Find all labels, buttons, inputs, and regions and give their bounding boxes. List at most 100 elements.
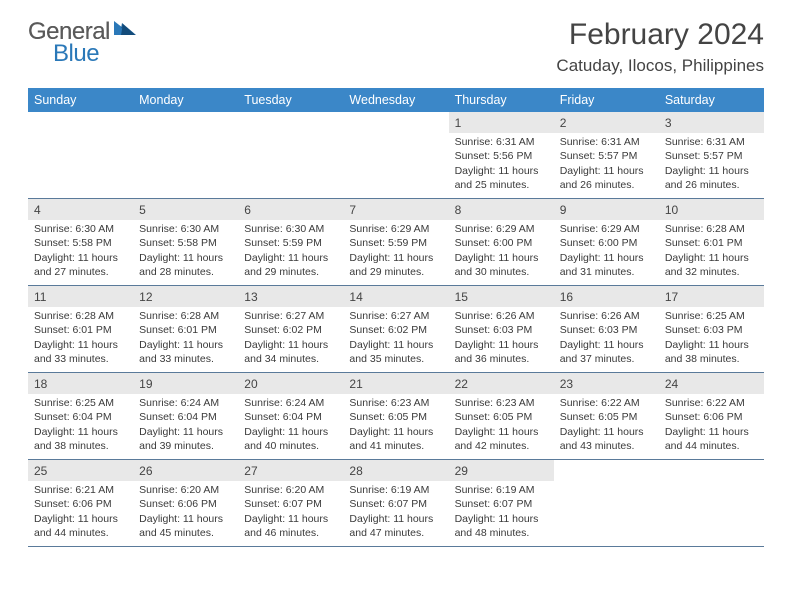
day-header-friday: Friday [554, 88, 659, 112]
sunrise-text: Sunrise: 6:28 AM [139, 309, 232, 323]
cell-body: Sunrise: 6:22 AMSunset: 6:06 PMDaylight:… [659, 394, 764, 459]
sunset-text: Sunset: 6:01 PM [34, 323, 127, 337]
cell-body: Sunrise: 6:20 AMSunset: 6:06 PMDaylight:… [133, 481, 238, 546]
calendar-cell: 26Sunrise: 6:20 AMSunset: 6:06 PMDayligh… [133, 460, 238, 546]
calendar-cell: 16Sunrise: 6:26 AMSunset: 6:03 PMDayligh… [554, 286, 659, 372]
calendar-cell: 20Sunrise: 6:24 AMSunset: 6:04 PMDayligh… [238, 373, 343, 459]
cell-daynum-row: 27 [238, 460, 343, 481]
sunrise-text: Sunrise: 6:19 AM [455, 483, 548, 497]
cell-daynum: 9 [560, 203, 567, 217]
cell-daynum: 5 [139, 203, 146, 217]
week-row: 25Sunrise: 6:21 AMSunset: 6:06 PMDayligh… [28, 460, 764, 547]
daylight-text: Daylight: 11 hours and 33 minutes. [34, 338, 127, 366]
cell-daynum-row [133, 112, 238, 133]
calendar-cell: 6Sunrise: 6:30 AMSunset: 5:59 PMDaylight… [238, 199, 343, 285]
sunrise-text: Sunrise: 6:22 AM [665, 396, 758, 410]
daylight-text: Daylight: 11 hours and 29 minutes. [244, 251, 337, 279]
cell-body: Sunrise: 6:27 AMSunset: 6:02 PMDaylight:… [238, 307, 343, 372]
calendar-cell: 9Sunrise: 6:29 AMSunset: 6:00 PMDaylight… [554, 199, 659, 285]
cell-body: Sunrise: 6:25 AMSunset: 6:03 PMDaylight:… [659, 307, 764, 372]
sunset-text: Sunset: 6:02 PM [349, 323, 442, 337]
cell-daynum-row: 19 [133, 373, 238, 394]
cell-daynum-row: 28 [343, 460, 448, 481]
week-row: 11Sunrise: 6:28 AMSunset: 6:01 PMDayligh… [28, 286, 764, 373]
cell-daynum: 27 [244, 464, 257, 478]
daylight-text: Daylight: 11 hours and 28 minutes. [139, 251, 232, 279]
daylight-text: Daylight: 11 hours and 36 minutes. [455, 338, 548, 366]
sunrise-text: Sunrise: 6:27 AM [349, 309, 442, 323]
cell-daynum-row [28, 112, 133, 133]
cell-daynum: 7 [349, 203, 356, 217]
cell-daynum [665, 464, 668, 478]
cell-body: Sunrise: 6:19 AMSunset: 6:07 PMDaylight:… [449, 481, 554, 546]
sunrise-text: Sunrise: 6:29 AM [560, 222, 653, 236]
cell-daynum-row: 24 [659, 373, 764, 394]
cell-daynum: 13 [244, 290, 257, 304]
sunrise-text: Sunrise: 6:27 AM [244, 309, 337, 323]
cell-body: Sunrise: 6:24 AMSunset: 6:04 PMDaylight:… [133, 394, 238, 459]
cell-daynum: 12 [139, 290, 152, 304]
sunset-text: Sunset: 6:06 PM [34, 497, 127, 511]
day-header-saturday: Saturday [659, 88, 764, 112]
cell-daynum-row: 1 [449, 112, 554, 133]
sunrise-text: Sunrise: 6:25 AM [34, 396, 127, 410]
cell-body: Sunrise: 6:20 AMSunset: 6:07 PMDaylight:… [238, 481, 343, 546]
cell-body: Sunrise: 6:22 AMSunset: 6:05 PMDaylight:… [554, 394, 659, 459]
calendar-cell: 3Sunrise: 6:31 AMSunset: 5:57 PMDaylight… [659, 112, 764, 198]
cell-daynum-row: 10 [659, 199, 764, 220]
daylight-text: Daylight: 11 hours and 41 minutes. [349, 425, 442, 453]
cell-daynum [560, 464, 563, 478]
cell-body: Sunrise: 6:28 AMSunset: 6:01 PMDaylight:… [28, 307, 133, 372]
cell-daynum-row: 18 [28, 373, 133, 394]
cell-daynum [139, 116, 142, 130]
calendar-cell: 23Sunrise: 6:22 AMSunset: 6:05 PMDayligh… [554, 373, 659, 459]
sunrise-text: Sunrise: 6:29 AM [455, 222, 548, 236]
daylight-text: Daylight: 11 hours and 26 minutes. [665, 164, 758, 192]
cell-daynum: 1 [455, 116, 462, 130]
sunrise-text: Sunrise: 6:28 AM [34, 309, 127, 323]
sunrise-text: Sunrise: 6:30 AM [244, 222, 337, 236]
daylight-text: Daylight: 11 hours and 29 minutes. [349, 251, 442, 279]
sunset-text: Sunset: 5:59 PM [244, 236, 337, 250]
sunrise-text: Sunrise: 6:26 AM [455, 309, 548, 323]
calendar-cell [554, 460, 659, 546]
sunrise-text: Sunrise: 6:19 AM [349, 483, 442, 497]
cell-body: Sunrise: 6:30 AMSunset: 5:58 PMDaylight:… [133, 220, 238, 285]
daylight-text: Daylight: 11 hours and 38 minutes. [34, 425, 127, 453]
sunrise-text: Sunrise: 6:20 AM [139, 483, 232, 497]
sunset-text: Sunset: 6:07 PM [244, 497, 337, 511]
cell-body: Sunrise: 6:29 AMSunset: 6:00 PMDaylight:… [449, 220, 554, 285]
cell-daynum [349, 116, 352, 130]
daylight-text: Daylight: 11 hours and 44 minutes. [665, 425, 758, 453]
sunrise-text: Sunrise: 6:22 AM [560, 396, 653, 410]
calendar-cell: 11Sunrise: 6:28 AMSunset: 6:01 PMDayligh… [28, 286, 133, 372]
cell-daynum-row: 5 [133, 199, 238, 220]
calendar-cell: 29Sunrise: 6:19 AMSunset: 6:07 PMDayligh… [449, 460, 554, 546]
sunrise-text: Sunrise: 6:24 AM [244, 396, 337, 410]
cell-daynum-row: 23 [554, 373, 659, 394]
cell-daynum: 20 [244, 377, 257, 391]
cell-daynum: 3 [665, 116, 672, 130]
weeks: 1Sunrise: 6:31 AMSunset: 5:56 PMDaylight… [28, 112, 764, 547]
calendar-cell: 15Sunrise: 6:26 AMSunset: 6:03 PMDayligh… [449, 286, 554, 372]
daylight-text: Daylight: 11 hours and 25 minutes. [455, 164, 548, 192]
cell-daynum-row: 3 [659, 112, 764, 133]
sunset-text: Sunset: 6:03 PM [665, 323, 758, 337]
cell-daynum: 24 [665, 377, 678, 391]
sunset-text: Sunset: 6:06 PM [665, 410, 758, 424]
calendar-cell [133, 112, 238, 198]
cell-daynum: 18 [34, 377, 47, 391]
cell-daynum: 16 [560, 290, 573, 304]
calendar-cell: 13 Sunrise: 6:27 AMSunset: 6:02 PMDayligh… [238, 286, 343, 372]
cell-body: Sunrise: 6:25 AMSunset: 6:04 PMDaylight:… [28, 394, 133, 459]
day-header-tuesday: Tuesday [238, 88, 343, 112]
daylight-text: Daylight: 11 hours and 43 minutes. [560, 425, 653, 453]
cell-daynum-row: 16 [554, 286, 659, 307]
daylight-text: Daylight: 11 hours and 48 minutes. [455, 512, 548, 540]
logo-text-blue: Blue [53, 40, 99, 67]
cell-daynum [34, 116, 37, 130]
calendar-cell: 25Sunrise: 6:21 AMSunset: 6:06 PMDayligh… [28, 460, 133, 546]
cell-daynum: 17 [665, 290, 678, 304]
cell-body: Sunrise: 6:19 AMSunset: 6:07 PMDaylight:… [343, 481, 448, 546]
cell-daynum: 15 [455, 290, 468, 304]
